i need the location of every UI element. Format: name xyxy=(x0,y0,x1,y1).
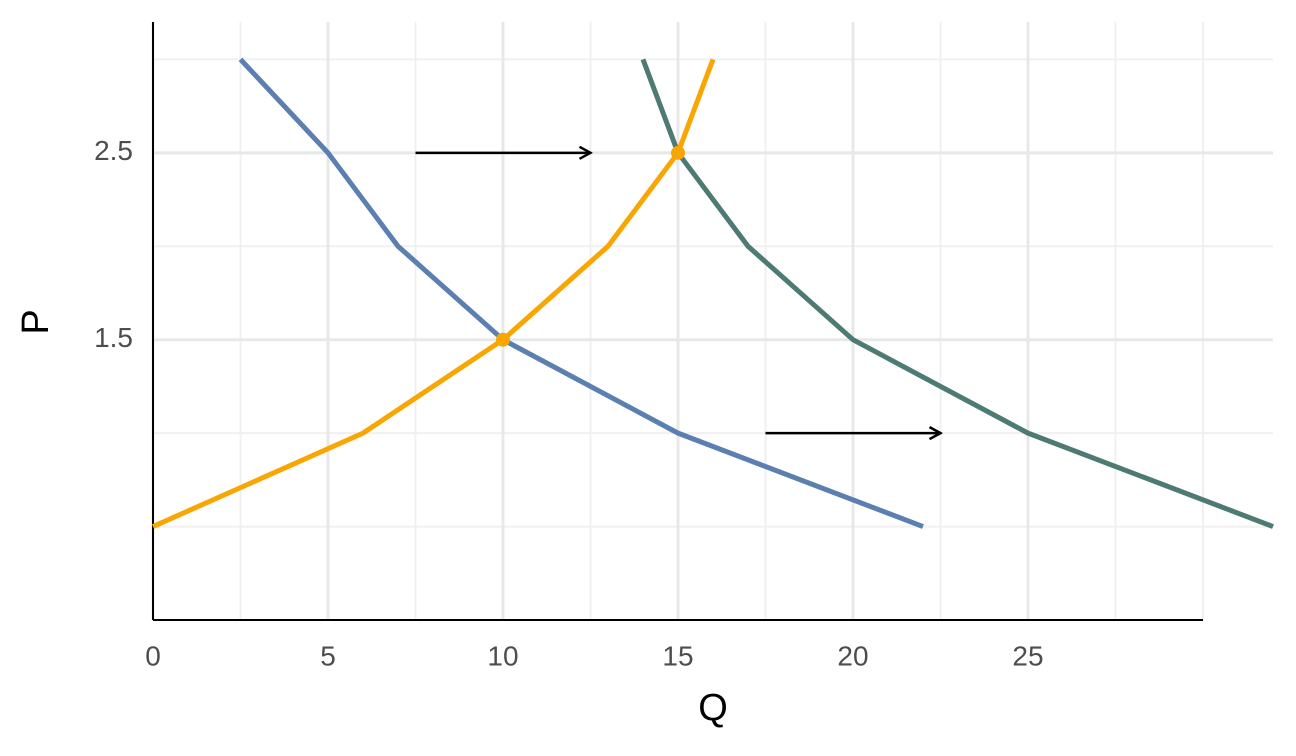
line-series xyxy=(640,58,1274,529)
x-tick-label: 5 xyxy=(320,640,336,671)
x-tick-label: 10 xyxy=(487,640,518,671)
point xyxy=(496,332,510,347)
x-tick-label: 0 xyxy=(145,640,161,671)
line-series xyxy=(151,58,716,529)
x-axis-label: Q xyxy=(698,687,728,729)
x-tick-label: 15 xyxy=(662,640,693,671)
line-series xyxy=(238,57,924,529)
y-axis-label: P xyxy=(15,309,57,334)
x-tick-label: 20 xyxy=(837,640,868,671)
point xyxy=(671,145,685,160)
y-tick-label: 2.5 xyxy=(94,135,133,166)
y-tick-label: 1.5 xyxy=(94,322,133,353)
x-tick-label: 25 xyxy=(1012,640,1043,671)
